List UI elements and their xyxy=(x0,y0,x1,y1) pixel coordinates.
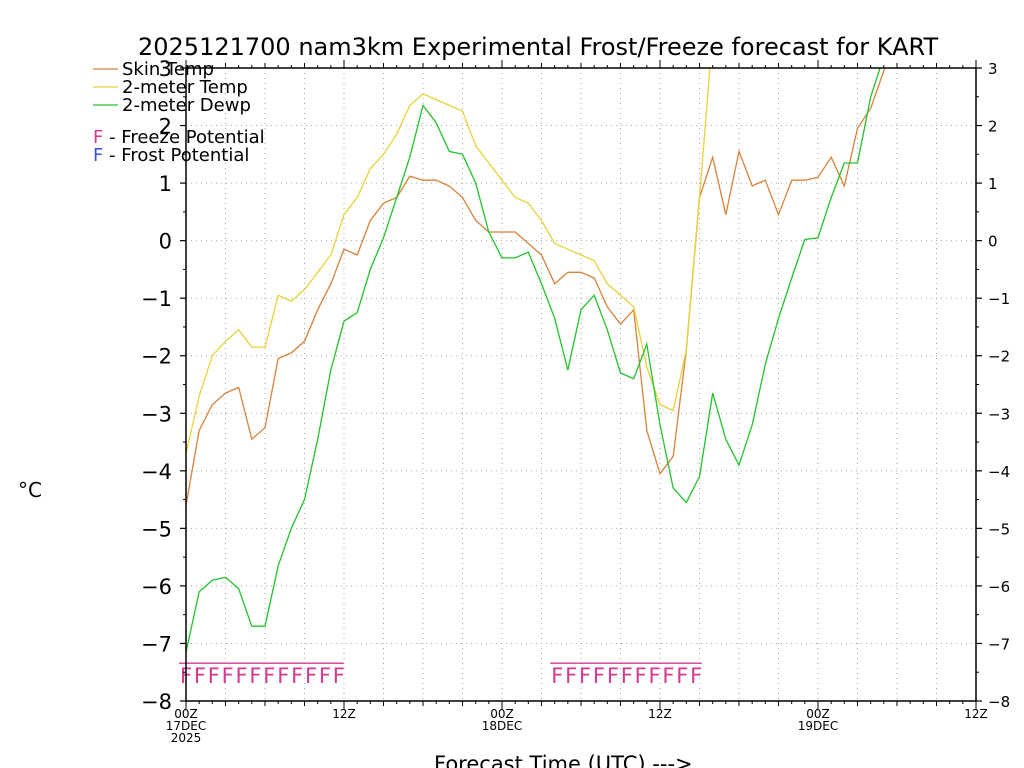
legend-freeze-letter: F xyxy=(93,127,103,148)
series-line-skin-temp xyxy=(186,68,886,506)
freeze-mark: F xyxy=(662,664,674,688)
y-tick-label-left: −8 xyxy=(141,690,172,714)
y-tick-label-right: −8 xyxy=(988,693,1010,711)
y-tick-label-right: −7 xyxy=(988,635,1010,653)
legend-freeze-text: - Freeze Potential xyxy=(103,127,264,148)
y-tick-label-right: −2 xyxy=(988,348,1010,366)
y-tick-label-right: 3 xyxy=(988,60,998,78)
freeze-mark: F xyxy=(593,664,605,688)
y-tick-label-left: −5 xyxy=(141,517,172,541)
y-tick-label-left: −6 xyxy=(141,575,172,599)
y-tick-label-left: 0 xyxy=(159,230,172,254)
legend-label-2m-dewp: 2-meter Dewp xyxy=(122,95,251,116)
freeze-mark: F xyxy=(208,664,220,688)
x-axis-label: Forecast Time (UTC) ---> xyxy=(434,752,693,768)
freeze-mark: F xyxy=(676,664,688,688)
x-tick-date: 17DEC xyxy=(166,719,206,733)
y-tick-label-right: 1 xyxy=(988,175,998,193)
freeze-mark: F xyxy=(690,664,702,688)
freeze-mark: F xyxy=(333,664,345,688)
freeze-mark: F xyxy=(263,664,275,688)
grid xyxy=(186,68,976,701)
x-tick-label: 12Z xyxy=(332,707,356,721)
freeze-mark: F xyxy=(222,664,234,688)
freeze-mark: F xyxy=(305,664,317,688)
freeze-mark: F xyxy=(194,664,206,688)
legend: Skin Temp 2-meter Temp 2-meter Dewp F - … xyxy=(93,59,265,166)
x-tick-label: 12Z xyxy=(964,707,988,721)
y-axis: −8 −8 −7 −7 −6 −6 −5 −5 −4 −4 −3 −3 −2 −2 −1 −1 0 0 1 1 2 2 3 3 xyxy=(141,57,1010,714)
series-line-2-meter-temp xyxy=(186,68,711,454)
series-line-2-meter-dewp xyxy=(186,68,881,653)
freeze-mark: F xyxy=(291,664,303,688)
x-tick-year: 2025 xyxy=(171,731,202,745)
y-tick-label-left: −4 xyxy=(141,460,172,484)
y-tick-label-right: −4 xyxy=(988,463,1010,481)
freeze-mark: F xyxy=(621,664,633,688)
y-tick-label-left: −1 xyxy=(141,287,172,311)
freeze-mark: F xyxy=(551,664,563,688)
freeze-mark: F xyxy=(579,664,591,688)
y-tick-label-left: 1 xyxy=(159,172,172,196)
y-tick-label-right: 2 xyxy=(988,118,998,136)
series-layer xyxy=(186,68,886,653)
freeze-mark: F xyxy=(236,664,248,688)
x-tick-label: 00Z xyxy=(806,707,830,721)
freeze-mark: F xyxy=(607,664,619,688)
y-tick-label-left: −3 xyxy=(141,402,172,426)
y-tick-label-left: 2 xyxy=(159,115,172,139)
legend-frost-text: - Frost Potential xyxy=(103,145,249,166)
x-tick-date: 19DEC xyxy=(798,719,838,733)
x-tick-label: 12Z xyxy=(648,707,672,721)
y-tick-label-right: −5 xyxy=(988,520,1010,538)
legend-label-2m-temp: 2-meter Temp xyxy=(122,77,248,98)
y-tick-label-right: −3 xyxy=(988,405,1010,423)
y-tick-label-left: −7 xyxy=(141,632,172,656)
freeze-mark: F xyxy=(635,664,647,688)
x-tick-date: 18DEC xyxy=(482,719,522,733)
y-tick-label-left: −2 xyxy=(141,345,172,369)
freeze-mark: F xyxy=(319,664,331,688)
y-tick-label-right: 0 xyxy=(988,233,998,251)
freeze-mark: F xyxy=(565,664,577,688)
legend-label-skin-temp: Skin Temp xyxy=(122,59,214,80)
y-tick-label-left: 3 xyxy=(159,57,172,81)
freeze-mark: F xyxy=(648,664,660,688)
x-tick-label: 00Z xyxy=(174,707,198,721)
freeze-mark: F xyxy=(249,664,261,688)
y-axis-label: °C xyxy=(18,478,42,502)
legend-frost-letter: F xyxy=(93,145,103,166)
y-tick-label-right: −1 xyxy=(988,290,1010,308)
legend-freeze-potential: F - Freeze Potential xyxy=(93,127,265,148)
y-tick-label-right: −6 xyxy=(988,578,1010,596)
x-tick-label: 00Z xyxy=(490,707,514,721)
freeze-mark: F xyxy=(277,664,289,688)
chart-title: 2025121700 nam3km Experimental Frost/Fre… xyxy=(138,33,938,61)
legend-frost-potential: F - Frost Potential xyxy=(93,145,249,166)
